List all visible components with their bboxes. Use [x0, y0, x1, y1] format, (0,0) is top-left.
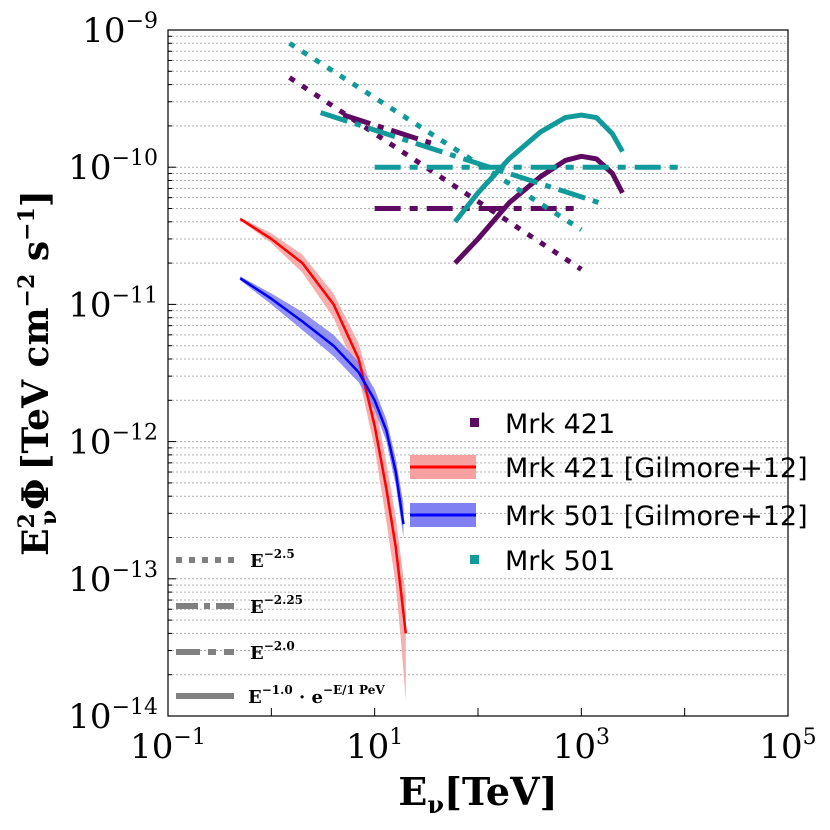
- legend-label-mrk421: Mrk 421: [505, 409, 615, 440]
- series-mrk-421-e-2-5: [288, 75, 583, 272]
- y-axis-title: E2νΦ [TeV cm−2 s−1]: [14, 190, 62, 556]
- x-tick-exp: −1: [173, 725, 205, 750]
- x-axis-title-sub: ν: [427, 790, 444, 819]
- series-mrk-501-e-2-5: [288, 41, 583, 232]
- y-tick-exp: −14: [112, 695, 158, 720]
- y-tick-label: 10−14: [68, 695, 158, 737]
- y-tick-exp: −12: [112, 421, 158, 446]
- plot-background: [168, 30, 788, 716]
- x-axis-title-base: E: [398, 769, 427, 814]
- series-mrk-501-e-1-0-cutoff: [453, 112, 625, 224]
- y-tick-label: 10−10: [68, 146, 158, 188]
- y-tick-base: 10: [68, 697, 111, 737]
- legend-marker-mrk501: [470, 555, 479, 564]
- legend-marker-mrk421: [470, 418, 479, 427]
- y-tick-label: 10−11: [68, 283, 158, 325]
- y-axis-title-sub: ν: [36, 510, 62, 525]
- style-label-dashed-sup: −2.0: [264, 639, 295, 653]
- legend-label-mrk501: Mrk 501: [505, 546, 615, 577]
- y-tick-exp: −9: [126, 9, 158, 34]
- y-tick-exp: −10: [112, 146, 158, 171]
- y-axis-title-close: ]: [15, 190, 57, 207]
- y-axis-title-sym: Φ: [15, 479, 57, 510]
- x-axis-ticks: 10−1 101 103 105: [130, 708, 817, 767]
- y-tick-label: 10−9: [82, 9, 158, 51]
- y-tick-exp: −13: [112, 558, 158, 583]
- y-tick-base: 10: [68, 560, 111, 600]
- y-axis-title-exp1: −2: [14, 274, 40, 308]
- series-mrk-421-gilmore-12: [239, 217, 408, 634]
- x-tick-exp: 5: [803, 725, 817, 750]
- x-tick-base: 10: [759, 727, 802, 767]
- series-mrk-501-gilmore-12: [239, 277, 405, 525]
- x-tick-label: 105: [759, 725, 816, 767]
- y-tick-label: 10−13: [68, 558, 158, 600]
- uncertainty-bands: [240, 217, 406, 701]
- band-mrk-501-gilmore-12: [240, 276, 404, 538]
- y-tick-exp: −11: [112, 283, 158, 308]
- x-axis-title: Eν[TeV]: [398, 769, 557, 819]
- x-tick-base: 10: [553, 727, 596, 767]
- style-label-dashed-base: E: [250, 643, 264, 664]
- y-tick-base: 10: [82, 11, 125, 51]
- style-label-dotted-sup: −2.5: [264, 547, 295, 561]
- x-tick-exp: 1: [389, 725, 403, 750]
- data-lines: [239, 41, 685, 634]
- x-tick-base: 10: [130, 727, 173, 767]
- y-axis-title-base: E: [15, 528, 57, 555]
- x-tick-label: 10−1: [130, 725, 206, 767]
- style-label-dotted: E−2.5: [250, 547, 295, 572]
- style-label-dashed: E−2.0: [250, 639, 295, 664]
- series-mrk-421-e-2-25: [342, 112, 432, 146]
- style-label-dotted-base: E: [250, 551, 264, 572]
- y-axis-title-sup: 2: [14, 513, 40, 528]
- gridlines: [168, 35, 788, 676]
- style-label-solid-base: E: [248, 687, 262, 708]
- style-label-dashdot-base: E: [250, 597, 264, 618]
- style-label-solid: E−1.0 · e−E/1 PeV: [248, 683, 385, 708]
- y-axis-title-exp2: −1: [14, 207, 40, 241]
- y-tick-label: 10−12: [68, 421, 158, 463]
- style-label-dashdot-sup: −2.25: [264, 593, 303, 607]
- style-legend: E−2.5 E−2.25 E−2.0 E−1.0 · e−E/1 PeV: [176, 547, 385, 708]
- style-label-dashdot: E−2.25: [250, 593, 303, 618]
- x-axis-title-unit: [TeV]: [444, 769, 558, 814]
- y-tick-base: 10: [68, 148, 111, 188]
- x-tick-base: 10: [346, 727, 389, 767]
- style-label-solid-sup2: −E/1 PeV: [323, 683, 385, 697]
- y-tick-base: 10: [68, 423, 111, 463]
- y-tick-base: 10: [68, 285, 111, 325]
- y-axis-title-unit: [TeV cm: [15, 307, 57, 470]
- x-tick-label: 103: [553, 725, 610, 767]
- x-tick-exp: 3: [596, 725, 610, 750]
- legend-label-mrk501-gilmore: Mrk 501 [Gilmore+12]: [505, 501, 808, 532]
- legend-label-mrk421-gilmore: Mrk 421 [Gilmore+12]: [505, 453, 808, 484]
- style-label-solid-mid: · e: [293, 687, 323, 708]
- x-tick-label: 101: [346, 725, 403, 767]
- y-axis-title-mid: s: [15, 241, 57, 274]
- style-label-solid-sup: −1.0: [262, 683, 293, 697]
- legend: Mrk 421 Mrk 421 [Gilmore+12] Mrk 501 [Gi…: [410, 409, 808, 577]
